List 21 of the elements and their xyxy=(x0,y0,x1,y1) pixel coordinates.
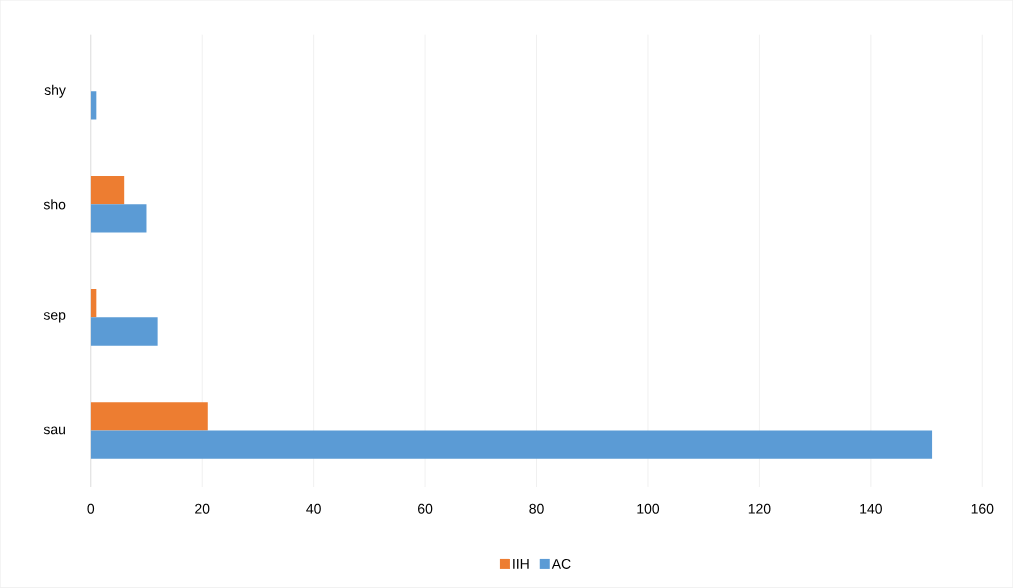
x-tick-label: 20 xyxy=(195,503,210,514)
y-tick-label: shy xyxy=(44,84,66,98)
x-tick-label: 60 xyxy=(418,503,433,514)
legend-label: IIH xyxy=(513,559,529,569)
bar xyxy=(90,204,147,233)
x-tick-label: 100 xyxy=(637,503,660,514)
x-tick-label: 80 xyxy=(529,503,544,514)
bar xyxy=(90,317,158,346)
x-tick-label: 0 xyxy=(87,503,95,514)
legend-label: AC xyxy=(551,559,571,570)
y-tick-label: sho xyxy=(43,199,66,210)
x-tick-label: 120 xyxy=(748,503,771,514)
x-tick-label: 40 xyxy=(306,503,321,514)
bar xyxy=(90,402,208,431)
bar xyxy=(90,176,125,205)
y-tick-label: sep xyxy=(43,312,66,323)
x-tick-label: 160 xyxy=(971,503,994,514)
bar xyxy=(90,91,97,120)
bar xyxy=(90,430,933,459)
x-tick-label: 140 xyxy=(860,503,882,514)
y-tick-label: sau xyxy=(43,426,65,435)
